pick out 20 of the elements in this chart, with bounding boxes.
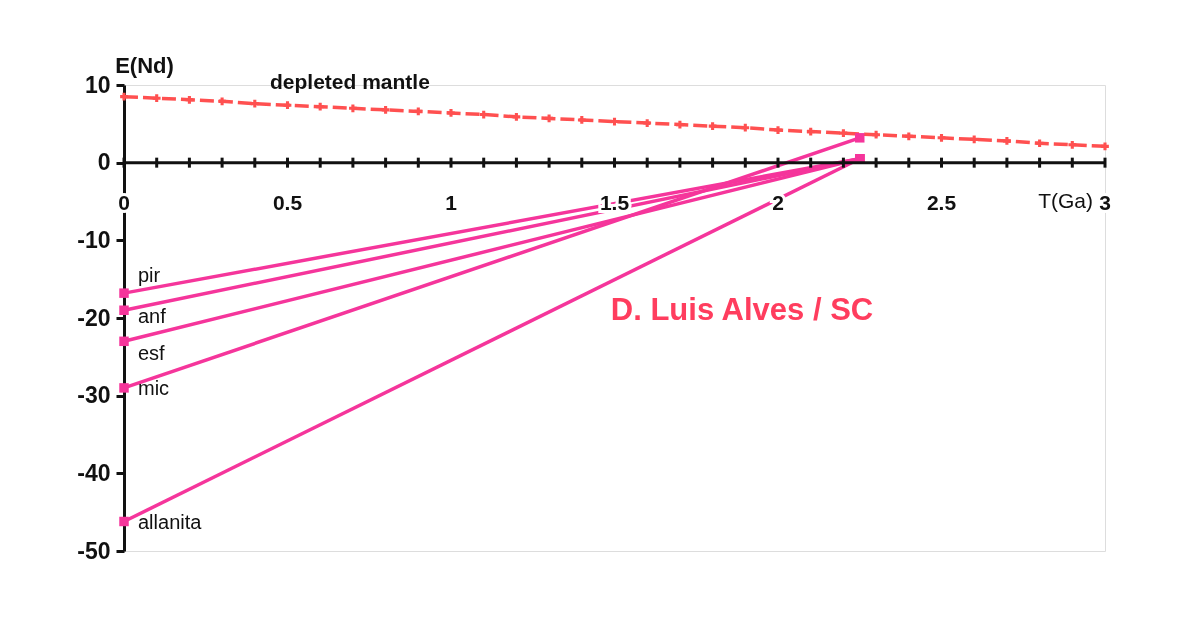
y-axis-title: E(Nd) <box>115 52 174 78</box>
series-label: mic <box>138 376 170 399</box>
series-label: allanita <box>138 511 203 534</box>
x-axis-title: T(Ga) <box>1038 188 1093 212</box>
x-tick-label: 3 <box>1099 190 1111 214</box>
y-tick-label: -50 <box>77 537 111 564</box>
annotation: D. Luis Alves / SC <box>610 292 874 327</box>
y-tick-label: -20 <box>77 304 111 331</box>
y-tick-label: -10 <box>77 226 111 253</box>
x-tick-label: 0.5 <box>272 190 303 214</box>
y-tick-label: 10 <box>84 71 111 98</box>
x-tick-label: 1 <box>445 190 458 214</box>
series-label: pir <box>138 264 161 287</box>
series-label: anf <box>138 305 167 328</box>
series-label: esf <box>138 342 166 365</box>
x-tick-label: 2.5 <box>926 190 957 214</box>
series-label: depleted mantle <box>270 69 430 93</box>
y-tick-label: 0 <box>97 149 111 176</box>
y-tick-label: -40 <box>77 459 111 486</box>
y-tick-label: -30 <box>77 382 111 409</box>
